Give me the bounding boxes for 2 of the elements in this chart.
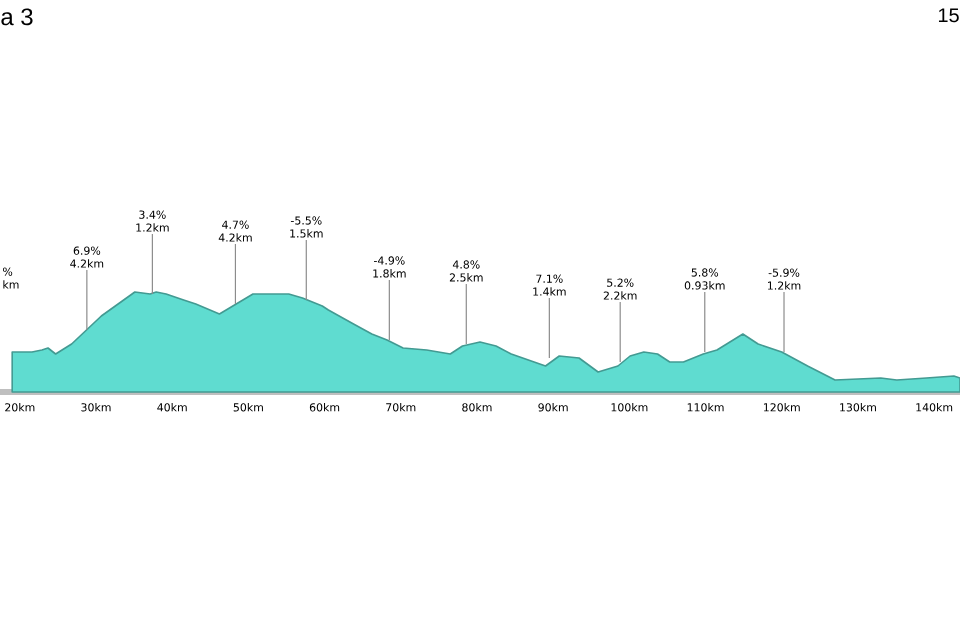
chart-subtitle: 15 [938,8,959,23]
chart-title: a 3 [1,8,33,26]
